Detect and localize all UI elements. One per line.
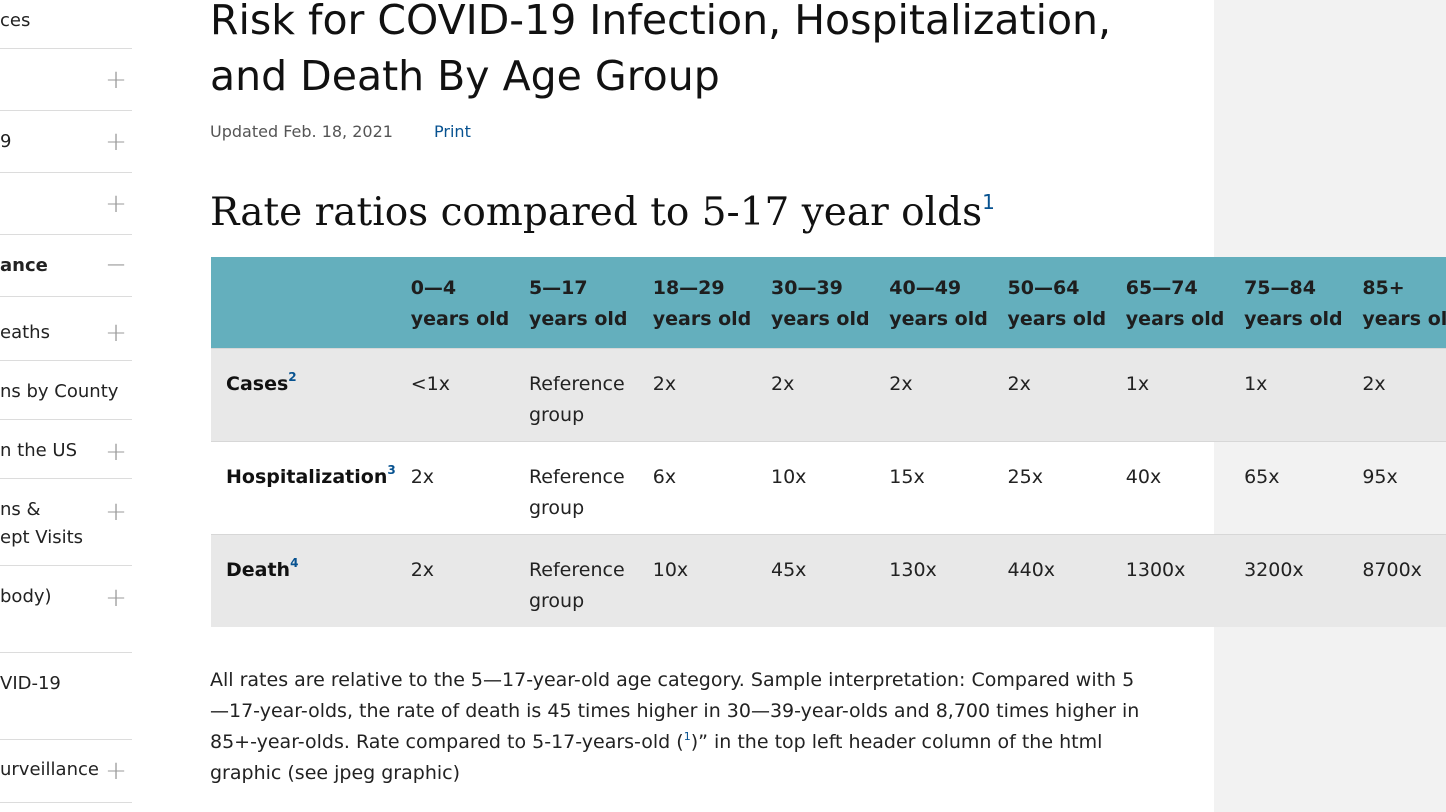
column-header: 75—84 years old bbox=[1244, 277, 1343, 330]
table-cell: 40x bbox=[1125, 465, 1162, 488]
plus-icon[interactable]: + bbox=[105, 189, 127, 219]
plus-icon[interactable]: + bbox=[105, 497, 127, 527]
page-title: Risk for COVID-19 Infection, Hospitaliza… bbox=[210, 0, 1112, 100]
table-cell: 2x bbox=[889, 372, 913, 395]
sidebar-nav: ces + 9 + + ance − eaths + ns by County … bbox=[0, 0, 132, 812]
table-cell: 1x bbox=[1125, 372, 1150, 395]
sidebar-item-label: eaths bbox=[0, 322, 50, 343]
sidebar-item-label: ns & bbox=[0, 499, 41, 520]
table-cell: 95x bbox=[1362, 465, 1398, 488]
minus-icon[interactable]: − bbox=[105, 250, 127, 280]
footnote-text-end: )” in the top left header column of the … bbox=[210, 731, 1103, 784]
column-header: 50—64 years old bbox=[1007, 277, 1107, 330]
table-cell: 65x bbox=[1244, 465, 1280, 488]
footnote-text: All rates are relative to the 5—17-year-… bbox=[210, 669, 1140, 753]
table-cell: 1300x bbox=[1125, 558, 1186, 581]
sidebar-item-5-active[interactable]: ance − bbox=[0, 235, 132, 297]
row-header: Cases2 bbox=[226, 369, 297, 395]
section-title: Rate ratios compared to 5-17 year olds1 bbox=[210, 190, 995, 235]
header-empty-cell bbox=[211, 257, 411, 348]
sidebar-item-label: VID-19 bbox=[0, 673, 61, 694]
sidebar-item-3[interactable]: 9 + bbox=[0, 111, 132, 173]
column-header: 40—49 years old bbox=[889, 277, 988, 330]
column-header: 5—17 years old bbox=[528, 277, 628, 330]
plus-icon[interactable]: + bbox=[105, 583, 127, 613]
column-header: 65—74 years old bbox=[1125, 277, 1225, 330]
table-cell: 25x bbox=[1007, 465, 1043, 488]
column-header: 30—39 years old bbox=[771, 277, 870, 330]
row-header: Hospitalization3 bbox=[226, 462, 396, 488]
page-meta: Updated Feb. 18, 2021 Print bbox=[210, 122, 471, 141]
section-title-text: Rate ratios compared to 5-17 year olds bbox=[210, 190, 983, 235]
table-cell: 2x bbox=[1362, 372, 1386, 395]
table-cell: 130x bbox=[889, 558, 937, 581]
sidebar-item-label-line2: ept Visits bbox=[0, 527, 84, 548]
table-header-row: 0—4 years old 5—17 years old 18—29 years ol… bbox=[211, 257, 1446, 348]
sidebar-item-6[interactable]: eaths + bbox=[0, 297, 132, 361]
table-cell: Reference group bbox=[528, 558, 625, 612]
sidebar-item-label: body) bbox=[0, 586, 52, 607]
plus-icon[interactable]: + bbox=[105, 127, 127, 157]
table-cell: 15x bbox=[889, 465, 925, 488]
sidebar-item-label: ces bbox=[0, 10, 31, 31]
sidebar-item-8[interactable]: n the US + bbox=[0, 420, 132, 479]
sidebar-item-9[interactable]: ns & ept Visits + bbox=[0, 479, 132, 566]
sidebar-item-1[interactable]: ces bbox=[0, 0, 132, 49]
table-row-death: Death4 2x Reference group 10x 45x 130x 4… bbox=[211, 534, 1446, 627]
table-cell: 10x bbox=[652, 558, 689, 581]
footnote-ref-link[interactable]: 4 bbox=[290, 555, 299, 570]
column-header: 18—29 years old bbox=[652, 277, 752, 330]
print-link[interactable]: Print bbox=[434, 122, 471, 141]
plus-icon[interactable]: + bbox=[105, 318, 127, 348]
column-header: 0—4 years old bbox=[410, 277, 510, 330]
footnote-ref-link[interactable]: 2 bbox=[288, 369, 297, 384]
sidebar-item-label: ance bbox=[0, 255, 48, 276]
sidebar-item-label: ns by County bbox=[0, 381, 119, 402]
footnote-ref-link[interactable]: 3 bbox=[387, 462, 396, 477]
plus-icon[interactable]: + bbox=[105, 437, 127, 467]
footnote-ref-link[interactable]: 1 bbox=[683, 730, 691, 743]
row-header: Death4 bbox=[226, 555, 299, 581]
table-cell: <1x bbox=[410, 372, 450, 395]
table-cell: 440x bbox=[1007, 558, 1056, 581]
rate-ratio-table: 0—4 years old 5—17 years old 18—29 years ol… bbox=[211, 257, 1446, 627]
sidebar-item-label: urveillance bbox=[0, 759, 99, 780]
table-cell: Reference group bbox=[528, 372, 625, 426]
footnote-ref-link[interactable]: 1 bbox=[982, 190, 995, 214]
table-cell: 6x bbox=[652, 465, 677, 488]
main-content: Risk for COVID-19 Infection, Hospitaliza… bbox=[210, 0, 1446, 812]
sidebar-item-10[interactable]: body) + bbox=[0, 566, 132, 653]
table-row-cases: Cases2 <1x Reference group 2x 2x 2x 2x 1… bbox=[211, 348, 1446, 441]
table-cell: 2x bbox=[1007, 372, 1031, 395]
sidebar-item-4[interactable]: + bbox=[0, 173, 132, 235]
table-cell: 2x bbox=[410, 558, 435, 581]
table-cell: 2x bbox=[771, 372, 795, 395]
table-cell: 1x bbox=[1244, 372, 1268, 395]
column-header: 85+years old bbox=[1362, 277, 1446, 330]
table-cell: Reference group bbox=[528, 465, 625, 519]
table-cell: 2x bbox=[652, 372, 677, 395]
sidebar-item-12[interactable]: urveillance + bbox=[0, 740, 132, 803]
plus-icon[interactable]: + bbox=[105, 65, 127, 95]
right-rail bbox=[1214, 0, 1446, 812]
plus-icon[interactable]: + bbox=[105, 756, 127, 786]
sidebar-item-7[interactable]: ns by County bbox=[0, 361, 132, 420]
sidebar-item-label: 9 bbox=[0, 131, 12, 152]
table-row-hospitalization: Hospitalization3 2x Reference group 6x 1… bbox=[211, 441, 1446, 534]
table-cell: 45x bbox=[771, 558, 807, 581]
sidebar-item-2[interactable]: + bbox=[0, 49, 132, 111]
sidebar-item-label: n the US bbox=[0, 440, 77, 461]
updated-date: Updated Feb. 18, 2021 bbox=[210, 122, 393, 141]
table-cell: 2x bbox=[410, 465, 435, 488]
table-cell: 10x bbox=[771, 465, 807, 488]
footnote-paragraph: All rates are relative to the 5—17-year-… bbox=[210, 665, 1150, 789]
table-cell: 8700x bbox=[1362, 558, 1422, 581]
sidebar-item-11[interactable]: VID-19 bbox=[0, 653, 132, 740]
table-cell: 3200x bbox=[1244, 558, 1304, 581]
